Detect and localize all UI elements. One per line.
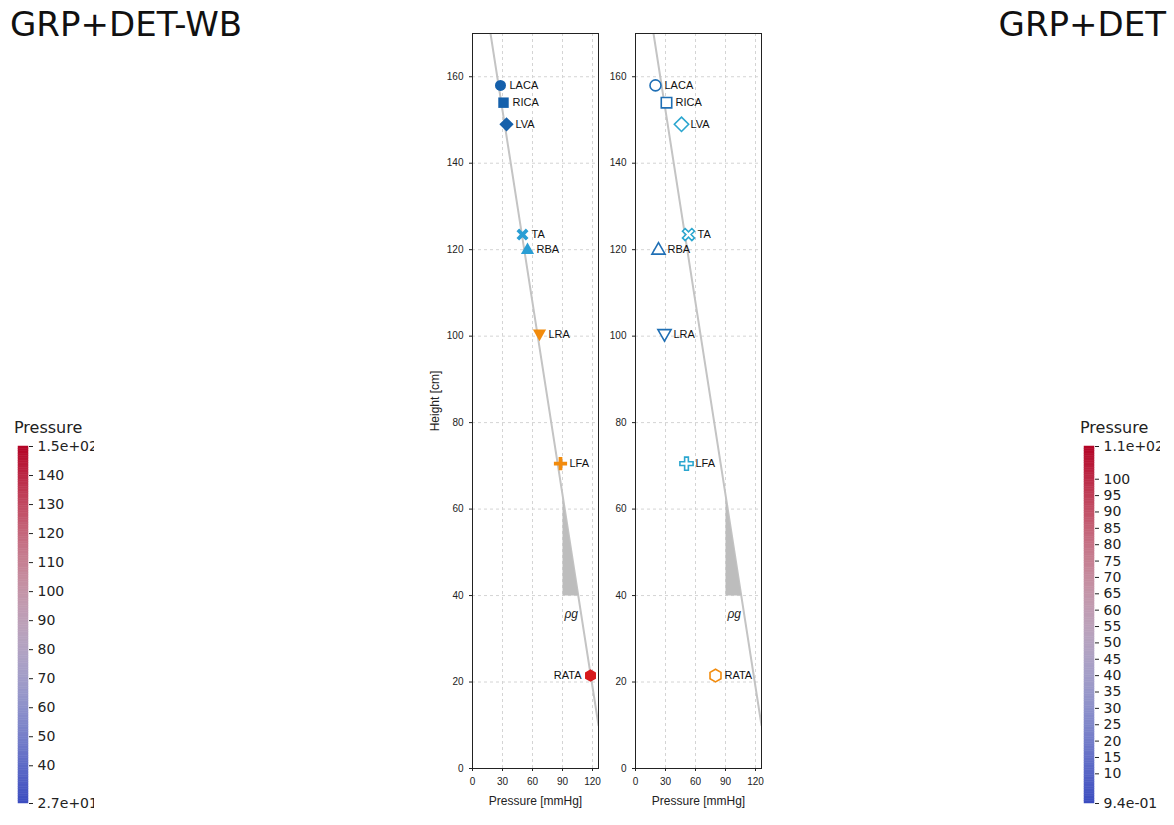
svg-text:30: 30 bbox=[660, 776, 672, 787]
svg-text:1.1e+02: 1.1e+02 bbox=[1104, 438, 1161, 454]
html-text:Pressure: Pressure bbox=[1080, 418, 1149, 437]
svg-text:2.7e+01: 2.7e+01 bbox=[38, 795, 95, 811]
svg-text:90: 90 bbox=[557, 776, 569, 787]
svg-text:RBA: RBA bbox=[537, 243, 560, 255]
svg-text:90: 90 bbox=[38, 612, 56, 628]
svg-text:160: 160 bbox=[610, 71, 627, 82]
html-text:GRP+DET: GRP+DET bbox=[998, 4, 1166, 44]
svg-text:20: 20 bbox=[615, 676, 627, 687]
svg-text:1.5e+02: 1.5e+02 bbox=[38, 438, 95, 454]
svg-text:0: 0 bbox=[633, 776, 639, 787]
svg-text:LFA: LFA bbox=[696, 457, 716, 469]
svg-text:15: 15 bbox=[1104, 749, 1122, 765]
svg-text:120: 120 bbox=[747, 776, 764, 787]
svg-text:60: 60 bbox=[38, 699, 56, 715]
svg-text:40: 40 bbox=[38, 757, 56, 773]
svg-text:TA: TA bbox=[698, 228, 712, 240]
html-text:GRP+DET-WB: GRP+DET-WB bbox=[10, 4, 243, 44]
svg-text:RICA: RICA bbox=[676, 96, 703, 108]
svg-text:80: 80 bbox=[38, 641, 56, 657]
svg-text:70: 70 bbox=[38, 670, 56, 686]
svg-text:140: 140 bbox=[447, 157, 464, 168]
svg-text:90: 90 bbox=[720, 776, 732, 787]
svg-text:RATA: RATA bbox=[554, 669, 582, 681]
svg-text:80: 80 bbox=[615, 417, 627, 428]
svg-text:25: 25 bbox=[1104, 716, 1122, 732]
svg-text:80: 80 bbox=[1104, 536, 1122, 552]
svg-text:30: 30 bbox=[497, 776, 509, 787]
svg-text:30: 30 bbox=[1104, 700, 1122, 716]
html-text:Pressure: Pressure bbox=[14, 418, 83, 437]
svg-text:65: 65 bbox=[1104, 585, 1122, 601]
svg-text:120: 120 bbox=[447, 244, 464, 255]
svg-text:50: 50 bbox=[38, 728, 56, 744]
svg-text:RICA: RICA bbox=[513, 96, 540, 108]
svg-text:LACA: LACA bbox=[510, 79, 539, 91]
svg-text:120: 120 bbox=[38, 525, 65, 541]
svg-text:160: 160 bbox=[447, 71, 464, 82]
svg-text:80: 80 bbox=[452, 417, 464, 428]
svg-text:Pressure [mmHg]: Pressure [mmHg] bbox=[652, 794, 745, 808]
svg-text:100: 100 bbox=[447, 330, 464, 341]
svg-text:0: 0 bbox=[621, 763, 627, 774]
svg-text:LRA: LRA bbox=[549, 328, 571, 340]
svg-text:100: 100 bbox=[1104, 471, 1131, 487]
svg-text:50: 50 bbox=[1104, 634, 1122, 650]
svg-text:RBA: RBA bbox=[668, 243, 691, 255]
svg-text:55: 55 bbox=[1104, 618, 1122, 634]
svg-text:40: 40 bbox=[1104, 667, 1122, 683]
svg-text:LACA: LACA bbox=[665, 79, 694, 91]
svg-text:120: 120 bbox=[584, 776, 601, 787]
svg-text:20: 20 bbox=[452, 676, 464, 687]
svg-text:TA: TA bbox=[532, 228, 546, 240]
svg-text:0: 0 bbox=[458, 763, 464, 774]
svg-text:0: 0 bbox=[470, 776, 476, 787]
svg-text:LFA: LFA bbox=[570, 457, 590, 469]
svg-text:60: 60 bbox=[615, 503, 627, 514]
svg-text:9.4e-01: 9.4e-01 bbox=[1104, 795, 1158, 811]
svg-text:85: 85 bbox=[1104, 520, 1122, 536]
svg-text:LVA: LVA bbox=[691, 118, 711, 130]
svg-text:130: 130 bbox=[38, 496, 65, 512]
svg-text:45: 45 bbox=[1104, 651, 1122, 667]
svg-text:140: 140 bbox=[610, 157, 627, 168]
svg-text:35: 35 bbox=[1104, 683, 1122, 699]
svg-text:LVA: LVA bbox=[516, 118, 536, 130]
svg-text:70: 70 bbox=[1104, 569, 1122, 585]
svg-text:120: 120 bbox=[610, 244, 627, 255]
svg-text:95: 95 bbox=[1104, 487, 1122, 503]
svg-text:Pressure [mmHg]: Pressure [mmHg] bbox=[489, 794, 582, 808]
svg-text:110: 110 bbox=[38, 554, 65, 570]
svg-text:60: 60 bbox=[452, 503, 464, 514]
svg-text:75: 75 bbox=[1104, 553, 1122, 569]
svg-text:100: 100 bbox=[38, 583, 65, 599]
svg-text:60: 60 bbox=[1104, 602, 1122, 618]
svg-text:LRA: LRA bbox=[674, 328, 696, 340]
svg-text:10: 10 bbox=[1104, 765, 1122, 781]
svg-text:20: 20 bbox=[1104, 733, 1122, 749]
svg-text:40: 40 bbox=[615, 590, 627, 601]
svg-text:ρg: ρg bbox=[727, 607, 742, 621]
svg-text:Height [cm]: Height [cm] bbox=[428, 371, 442, 432]
svg-text:60: 60 bbox=[527, 776, 539, 787]
svg-text:90: 90 bbox=[1104, 503, 1122, 519]
svg-text:60: 60 bbox=[690, 776, 702, 787]
svg-text:140: 140 bbox=[38, 467, 65, 483]
svg-text:100: 100 bbox=[610, 330, 627, 341]
svg-text:40: 40 bbox=[452, 590, 464, 601]
svg-text:ρg: ρg bbox=[564, 607, 579, 621]
svg-text:RATA: RATA bbox=[725, 669, 753, 681]
